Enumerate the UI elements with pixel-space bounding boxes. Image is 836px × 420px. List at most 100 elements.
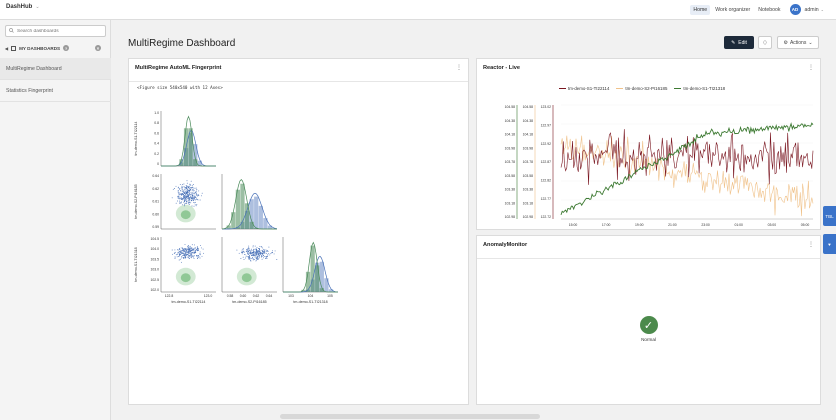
search-input[interactable]	[17, 28, 97, 34]
scatter-point	[181, 197, 183, 199]
scatter-point	[188, 204, 190, 205]
user-caret-icon[interactable]: ⌄	[820, 7, 824, 12]
scatter-point	[258, 255, 259, 257]
scatter-point	[241, 248, 243, 250]
scatter-point	[185, 193, 187, 194]
scatter-point	[187, 196, 189, 197]
scatter-point	[254, 255, 256, 257]
scatter-point	[252, 246, 254, 248]
scatter-point	[189, 192, 191, 194]
scatter-point	[182, 192, 183, 194]
close-icon[interactable]: ×	[95, 45, 101, 51]
x-tick-label: 0.62	[253, 294, 260, 298]
card-menu-icon[interactable]: ⋮	[808, 65, 814, 71]
nav-work-organizer[interactable]: Work organizer	[715, 6, 751, 13]
scatter-point	[189, 250, 191, 252]
scatter-point	[197, 249, 199, 251]
y-tick-label: 103.18	[505, 201, 515, 205]
x-tick-label: 01:00	[734, 223, 743, 227]
dashboards-section-header[interactable]: ◀ MY DASHBOARDS ? ×	[5, 43, 106, 53]
nav-notebook[interactable]: Notebook	[758, 6, 781, 13]
scatter-point	[199, 257, 201, 259]
legend-item[interactable]: tm-demo-S1-TI21318	[674, 86, 725, 91]
card-title: Reactor - Live	[483, 65, 520, 71]
scatter-point	[251, 258, 253, 259]
scatter-point	[186, 182, 188, 184]
scatter-point	[188, 203, 190, 205]
legend-item[interactable]: tm-demo-S2-PI16185	[616, 86, 667, 91]
avatar[interactable]: AD	[789, 4, 801, 15]
favorite-button[interactable]: ♥	[823, 234, 836, 254]
y-tick-label: 122.82	[541, 179, 551, 183]
scatter-point	[252, 259, 254, 261]
scatter-point	[193, 205, 195, 207]
scatter-point	[198, 190, 200, 192]
scatter-point	[183, 191, 184, 193]
user-name[interactable]: admin	[804, 6, 819, 13]
scatter-point	[245, 255, 247, 257]
side-panel-button[interactable]: TBL	[823, 206, 836, 226]
hist-bar	[254, 196, 259, 229]
scatter-point	[271, 252, 273, 253]
scatter-point	[195, 201, 196, 203]
hist-bar	[319, 288, 324, 292]
scatter-point	[238, 252, 240, 254]
scatter-point	[177, 191, 179, 193]
help-icon[interactable]: ?	[63, 45, 70, 51]
card-title: MultiRegime AutoML Fingerprint	[135, 65, 222, 71]
y-tick-label: 103.38	[505, 188, 515, 192]
scatter-point	[183, 248, 185, 250]
scatter-point	[192, 255, 194, 257]
share-button[interactable]: ⟨⟩	[758, 36, 772, 49]
scatter-point	[177, 195, 179, 197]
scatter-point	[256, 248, 257, 250]
scatter-point	[182, 249, 184, 251]
scatter-point	[192, 192, 194, 194]
card-menu-icon[interactable]: ⋮	[808, 242, 814, 248]
search-box[interactable]	[5, 25, 106, 37]
legend-item[interactable]: tm-demo-S1-TI22114	[559, 86, 609, 91]
scatter-point	[243, 250, 245, 252]
scatter-point	[193, 188, 195, 190]
x-axis-label: tm-demo-S1-TI21318	[293, 300, 327, 304]
scatter-point	[245, 251, 247, 253]
actions-button[interactable]: ⚙ Actions ⌄	[777, 36, 819, 49]
scatter-point	[259, 246, 261, 248]
reactor-card: Reactor - Live ⋮ tm-demo-S1-TI22114 tm-d…	[476, 58, 821, 230]
sidebar-item-statistics-fingerprint[interactable]: Statistics Fingerprint	[0, 80, 111, 102]
scatter-point	[179, 190, 181, 192]
series-line	[560, 129, 814, 185]
scatter-point	[188, 195, 190, 196]
scatter-point	[195, 197, 197, 199]
scatter-point	[192, 195, 194, 197]
x-axis-label: tm-demo-S1-TI22114	[172, 300, 206, 304]
scatter-point	[191, 205, 193, 207]
scatter-point	[177, 200, 179, 202]
scatter-point	[182, 195, 184, 197]
scatter-point	[189, 255, 191, 257]
brand[interactable]: DashHub ⌄	[6, 4, 40, 10]
card-menu-icon[interactable]: ⋮	[456, 65, 462, 71]
nav-home[interactable]: Home	[690, 4, 711, 15]
y-tick-label: 103.18	[523, 201, 533, 205]
collapse-icon[interactable]: ◀	[5, 45, 9, 51]
scatter-point	[198, 194, 200, 196]
scatter-point	[261, 256, 263, 257]
scatter-point	[270, 253, 272, 255]
y-tick-label: 0.62	[152, 187, 159, 191]
scatter-point	[174, 251, 176, 253]
scatter-point	[197, 256, 199, 258]
top-nav: Home Work organizer Notebook AD admin ⌄	[690, 4, 824, 15]
scatter-point	[185, 189, 187, 191]
share-icon: ⟨⟩	[763, 39, 767, 46]
scatter-point	[195, 205, 197, 207]
sidebar-item-multiregime-dashboard[interactable]: MultiRegime Dashboard	[0, 58, 111, 80]
horizontal-scrollbar[interactable]	[280, 414, 540, 419]
scatter-point	[251, 257, 253, 259]
edit-button[interactable]: ✎ Edit	[724, 36, 754, 49]
scatter-point	[265, 258, 267, 260]
scatter-point	[190, 257, 192, 259]
scatter-point	[251, 249, 253, 251]
scatter-point	[250, 253, 252, 255]
scatter-point	[188, 245, 189, 247]
